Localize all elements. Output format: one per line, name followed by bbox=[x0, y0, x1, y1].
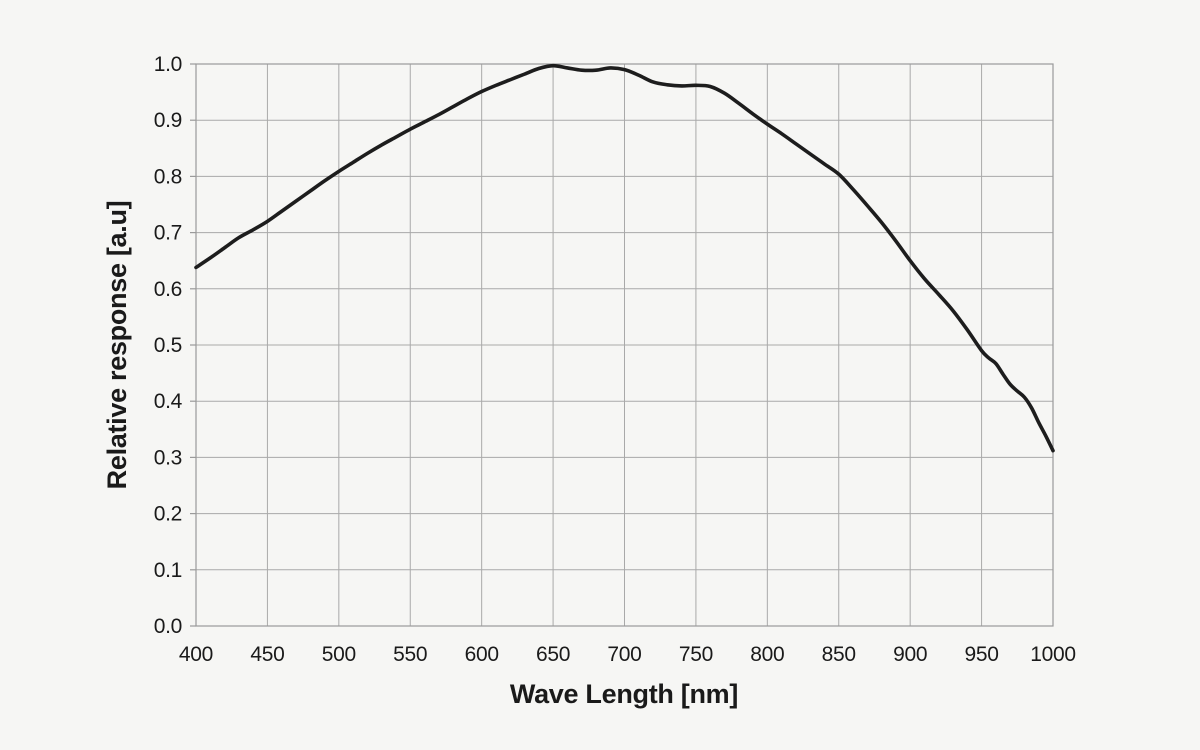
x-tick-label: 850 bbox=[822, 643, 856, 666]
response-curve bbox=[194, 63, 1055, 453]
x-tick-label: 900 bbox=[893, 643, 927, 666]
x-axis-title: Wave Length [nm] bbox=[510, 679, 738, 709]
y-tick-label: 0.7 bbox=[154, 222, 182, 245]
x-tick-label: 400 bbox=[179, 643, 213, 666]
y-axis-title: Relative response [a.u] bbox=[102, 201, 132, 490]
x-tick-label: 500 bbox=[322, 643, 356, 666]
tick-layer: 0.0 0.1 0.2 0.3 0.4 0.5 0.6 0.7 0.8 0.9 1.0 400 450 5… bbox=[154, 53, 1076, 666]
y-tick-label: 0.6 bbox=[154, 278, 182, 301]
grid-layer bbox=[195, 63, 1054, 627]
y-tick-label: 1.0 bbox=[154, 53, 182, 76]
x-tick-label: 650 bbox=[536, 643, 570, 666]
y-tick-label: 0.3 bbox=[154, 446, 182, 469]
x-tick-label: 750 bbox=[679, 643, 713, 666]
y-tick-label: 0.9 bbox=[154, 109, 182, 132]
x-tick-label: 600 bbox=[465, 643, 499, 666]
y-tick-label: 0.4 bbox=[154, 390, 183, 413]
curve-layer bbox=[194, 63, 1055, 453]
x-tick-label: 700 bbox=[607, 643, 641, 666]
y-tick-label: 0.1 bbox=[154, 559, 182, 582]
y-tick-label: 0.8 bbox=[154, 165, 182, 188]
y-tick-label: 0.2 bbox=[154, 503, 182, 526]
y-tick-label: 0.5 bbox=[154, 334, 182, 357]
y-tick-label: 0.0 bbox=[154, 615, 182, 638]
x-tick-label: 550 bbox=[393, 643, 427, 666]
x-tick-label: 950 bbox=[965, 643, 999, 666]
x-tick-label: 800 bbox=[750, 643, 784, 666]
x-tick-label: 1000 bbox=[1030, 643, 1076, 666]
x-tick-label: 450 bbox=[250, 643, 284, 666]
